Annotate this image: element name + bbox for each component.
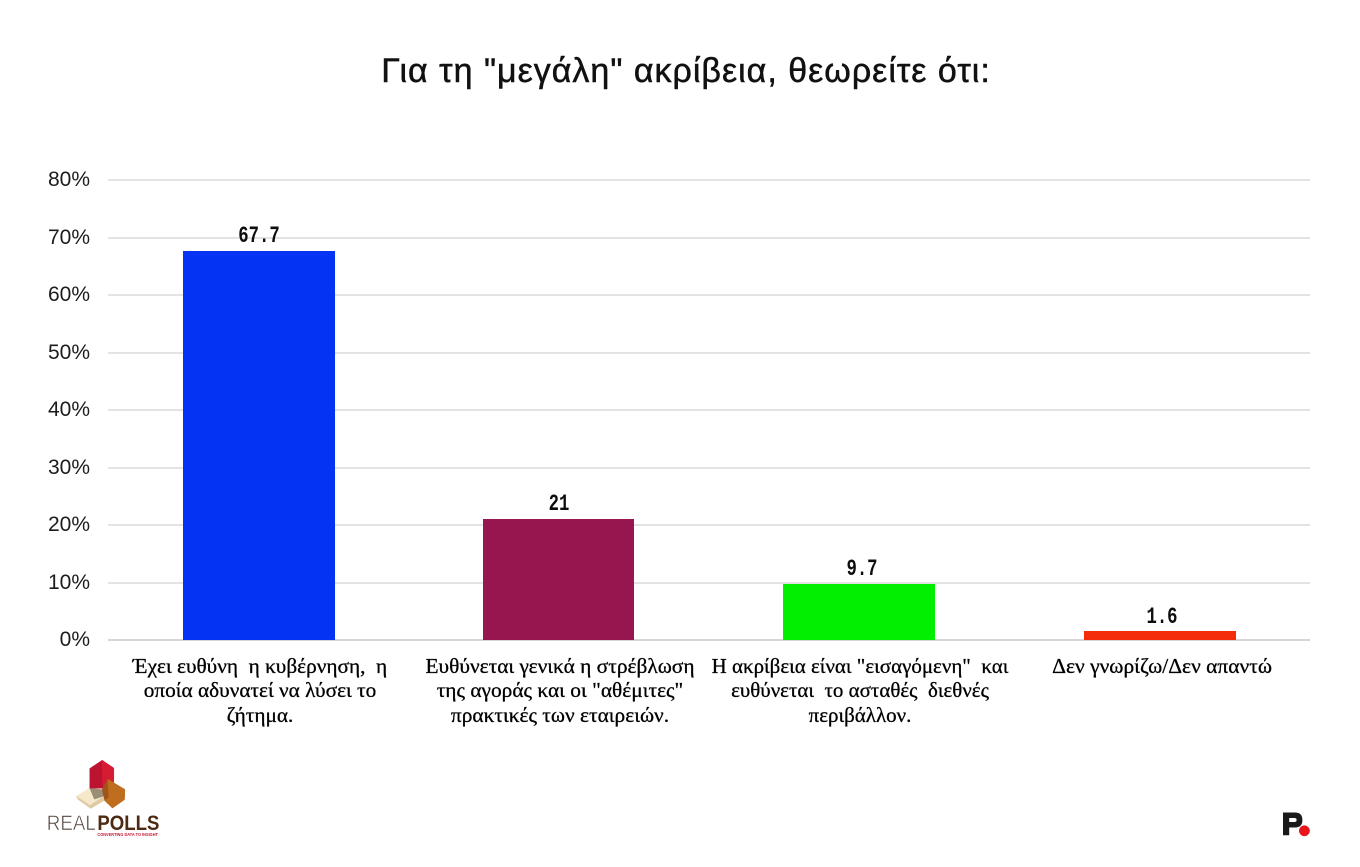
svg-text:POLLS: POLLS <box>97 811 159 835</box>
svg-text:REAL: REAL <box>47 811 96 835</box>
svg-text:CONVERTING DATA TO INSIGHT: CONVERTING DATA TO INSIGHT <box>97 832 158 837</box>
